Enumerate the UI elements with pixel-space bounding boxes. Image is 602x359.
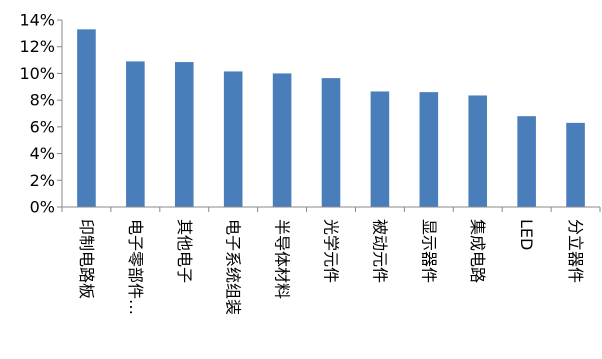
y-axis: 0% 2% 4% 6% 8% 10% 12% 14%	[19, 11, 63, 217]
bar	[566, 122, 585, 207]
bar	[419, 92, 439, 207]
x-category-label: 电子零部件…	[126, 219, 145, 315]
x-category-label: 其他电子	[175, 219, 194, 283]
bar	[77, 29, 96, 207]
y-tick-label: 8%	[30, 91, 55, 110]
bar	[321, 78, 341, 207]
x-category-label: 被动元件	[370, 219, 389, 283]
y-tick-label: 10%	[19, 64, 55, 83]
bar	[126, 61, 145, 208]
bar	[174, 62, 194, 208]
x-category-label: 光学元件	[322, 219, 341, 283]
y-tick-label: 2%	[30, 171, 55, 190]
x-category-label: 半导体材料	[273, 219, 292, 299]
x-category-label: LED	[517, 219, 536, 250]
bars	[77, 29, 585, 208]
x-axis: 印制电路板 电子零部件… 其他电子 电子系统组装 半导体材料 光学元件 被动元件 显示器件 集成…	[61, 206, 601, 315]
x-category-label: 电子系统组装	[224, 219, 243, 315]
bar	[272, 73, 292, 207]
y-tick-label: 6%	[30, 117, 55, 136]
bar	[468, 95, 488, 207]
y-tick-label: 12%	[19, 37, 55, 56]
y-tick-label: 4%	[30, 144, 55, 163]
y-tick-label: 0%	[30, 198, 55, 217]
bar	[223, 71, 243, 207]
x-category-label: 集成电路	[468, 219, 487, 283]
x-category-label: 印制电路板	[77, 219, 96, 299]
x-category-label: 显示器件	[419, 219, 438, 283]
x-category-label: 分立器件	[566, 219, 585, 283]
bar	[370, 91, 390, 207]
bar	[517, 116, 536, 207]
y-tick-label: 14%	[19, 11, 55, 30]
